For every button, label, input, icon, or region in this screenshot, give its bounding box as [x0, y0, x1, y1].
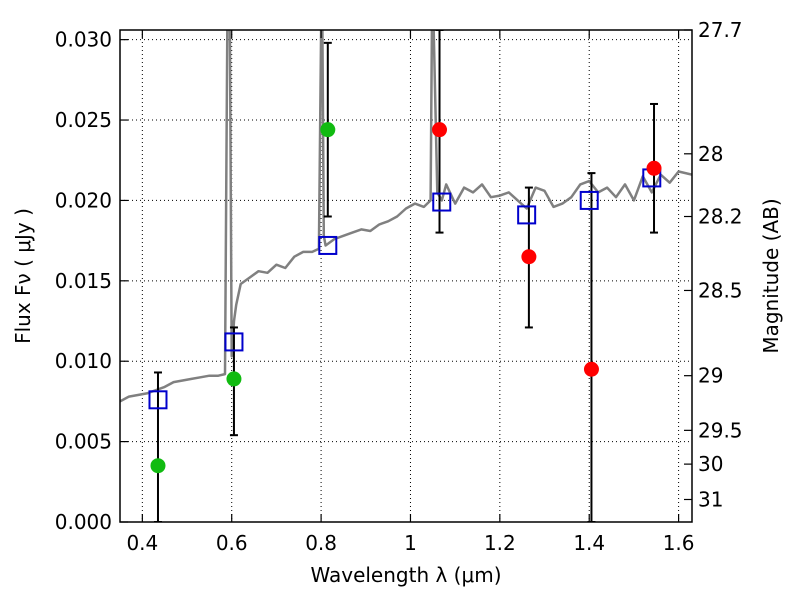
model-band-square	[517, 205, 537, 225]
red-data-point	[583, 361, 599, 377]
model-band-square	[224, 332, 244, 352]
model-band-square	[318, 235, 338, 255]
y2-tick-label: 29	[698, 364, 723, 388]
red-data-point	[521, 249, 537, 265]
y2-tick-label: 30	[698, 452, 723, 476]
model-band-square	[148, 390, 168, 410]
y2-tick-label: 28	[698, 142, 723, 166]
y2-axis-title: Magnitude (AB)	[759, 198, 783, 353]
y2-tick-label: 29.5	[698, 418, 743, 442]
x-tick-label: 0.6	[216, 531, 248, 555]
y2-tick-label: 27.7	[698, 18, 743, 42]
model-spectrum-line	[120, 30, 692, 403]
y-tick-label: 0.000	[55, 510, 112, 534]
tick-labels: 0.4 0.6 0.8 1 1.2 1.4 1.6 0.000 0.005 0.010 0.015 0…	[55, 18, 743, 555]
model-band-square	[579, 190, 599, 210]
model-band-square	[432, 192, 452, 212]
x-tick-label: 0.8	[305, 531, 337, 555]
y2-tick-label: 28.2	[698, 205, 743, 229]
y-axis-title: Flux Fν ( μJy )	[11, 208, 35, 344]
green-data-point	[150, 458, 166, 474]
green-data-point	[320, 122, 336, 138]
plot-frame	[119, 29, 693, 523]
x-tick-label: 0.4	[126, 531, 158, 555]
red-data-point	[646, 160, 662, 176]
x-tick-label: 1.4	[573, 531, 605, 555]
x-axis-title: Wavelength λ (μm)	[310, 563, 501, 587]
y-tick-label: 0.010	[55, 349, 112, 373]
y2-tick-label: 31	[698, 487, 723, 511]
x-tick-label: 1.2	[484, 531, 516, 555]
x-tick-label: 1	[404, 531, 417, 555]
marker-layer	[148, 122, 662, 474]
y-tick-label: 0.030	[55, 28, 112, 52]
axis-ticks	[120, 29, 692, 523]
y-tick-label: 0.025	[55, 108, 112, 132]
y2-tick-label: 28.5	[698, 278, 743, 302]
y-tick-label: 0.005	[55, 430, 112, 454]
x-tick-label: 1.6	[663, 531, 695, 555]
model-spectrum-layer	[120, 30, 692, 403]
red-data-point	[432, 122, 448, 138]
green-data-point	[226, 371, 242, 387]
y-tick-label: 0.020	[55, 188, 112, 212]
y-tick-label: 0.015	[55, 269, 112, 293]
